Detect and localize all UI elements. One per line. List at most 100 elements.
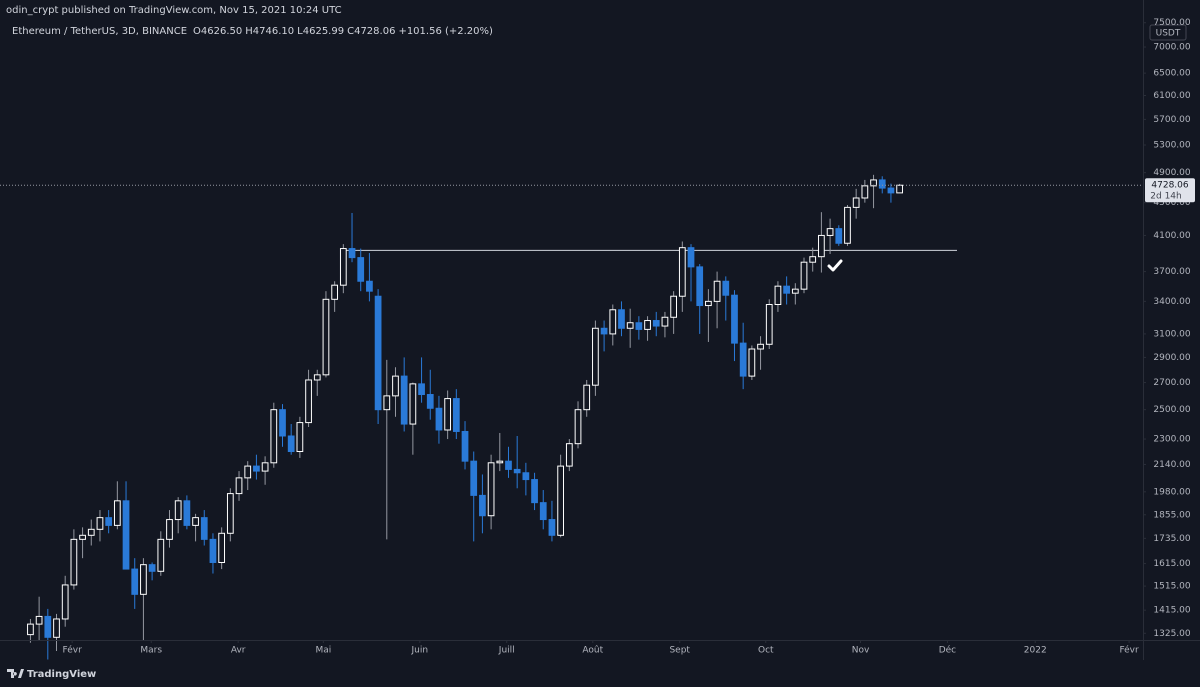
- ohlc-value: 4746.10: [253, 26, 294, 37]
- candle-body: [791, 288, 799, 294]
- candle-body: [105, 517, 113, 526]
- candle-body: [652, 320, 660, 327]
- last-price-box: [1145, 178, 1195, 203]
- candle-body: [887, 187, 895, 194]
- x-tick-label: Sept: [669, 646, 690, 656]
- candle-body: [157, 538, 165, 572]
- candle-body: [87, 528, 95, 536]
- candle-body: [765, 303, 773, 345]
- candle-body: [374, 295, 382, 411]
- candle-body: [739, 342, 747, 377]
- candle-body: [539, 502, 547, 521]
- x-tick-label: Févr: [63, 645, 83, 656]
- candle-body: [678, 247, 686, 297]
- y-tick-label: 1325.00: [1153, 629, 1190, 639]
- y-tick-label: 1980.00: [1153, 487, 1190, 497]
- candle-body: [609, 309, 617, 335]
- candle-body: [878, 179, 886, 189]
- x-tick-label: Déc: [939, 645, 956, 656]
- candle-body: [392, 375, 399, 397]
- candle-body: [261, 462, 269, 472]
- candle-body: [592, 327, 599, 386]
- candle-body: [826, 228, 834, 236]
- x-tick-label: Avr: [231, 646, 246, 656]
- y-tick-label: 7500.00: [1153, 18, 1190, 28]
- x-tick-label: Juin: [411, 646, 429, 656]
- y-tick-label: 3400.00: [1153, 297, 1190, 307]
- candle-body: [313, 374, 321, 381]
- candle-body: [383, 395, 391, 411]
- y-tick-label: 2140.00: [1153, 460, 1190, 470]
- candle-body: [200, 517, 208, 540]
- logo-icon: [7, 669, 24, 678]
- candle-body: [757, 343, 764, 350]
- countdown-label: 2d 14h: [1150, 192, 1181, 202]
- candle-body: [166, 519, 173, 540]
- candle-body: [27, 623, 34, 636]
- y-tick-label: 2700.00: [1153, 378, 1190, 388]
- candle-body: [61, 584, 69, 620]
- logo: TradingView: [7, 669, 96, 680]
- candle-body: [366, 280, 373, 292]
- y-tick-label: 1735.00: [1153, 534, 1190, 544]
- candle-body: [618, 309, 625, 329]
- x-tick-label: Mai: [315, 646, 331, 656]
- candle-body: [244, 465, 252, 479]
- candle-body: [226, 493, 234, 534]
- x-tick-label: Août: [582, 646, 603, 656]
- candle-body: [774, 285, 782, 305]
- candle-body: [409, 383, 417, 425]
- y-tick-label: 3700.00: [1153, 267, 1190, 277]
- candle-body: [287, 435, 295, 453]
- candle-body: [835, 228, 843, 244]
- y-tick-label: 7000.00: [1153, 43, 1190, 53]
- candle-body: [296, 422, 304, 453]
- candle-body: [322, 298, 330, 376]
- candle-body: [70, 538, 78, 586]
- candle-body: [565, 443, 573, 467]
- candle-body: [870, 179, 877, 187]
- ohlc-legend: O 4626.50 H 4746.10 L 4625.99 C 4728.06 +101.56 …: [193, 26, 493, 37]
- candle-body: [235, 477, 243, 495]
- candle-body: [305, 379, 312, 424]
- candle-body: [452, 398, 460, 432]
- candle-body: [896, 184, 903, 194]
- candle-body: [435, 407, 443, 431]
- y-tick-label: 6100.00: [1153, 91, 1190, 101]
- y-tick-label: 1615.00: [1153, 559, 1190, 569]
- candle-body: [705, 300, 712, 307]
- candle-body: [279, 409, 286, 437]
- candle-body: [209, 538, 217, 563]
- footer-bar: [0, 660, 1200, 687]
- candle-body: [331, 284, 339, 300]
- last-price-label: 4728.06: [1151, 181, 1188, 191]
- candle-body: [218, 532, 226, 563]
- x-tick-label: Mars: [140, 646, 162, 656]
- check-mark: [827, 259, 843, 272]
- y-tick-label: 4900.00: [1153, 168, 1190, 178]
- ohlc-key: O: [193, 26, 201, 37]
- candle-body: [852, 197, 860, 208]
- x-tick-label: 2022: [1024, 646, 1047, 656]
- unit-label: USDT: [1156, 29, 1181, 39]
- ohlc-value: 4728.06: [354, 26, 395, 37]
- candle-body: [339, 248, 347, 286]
- y-tick-label: 1415.00: [1153, 606, 1190, 616]
- y-tick-label: 3100.00: [1153, 329, 1190, 339]
- candle-body: [140, 564, 147, 595]
- candle-body: [444, 398, 452, 431]
- candle-body: [635, 322, 643, 330]
- candle-body: [513, 468, 521, 474]
- x-tick-label: Nov: [852, 646, 870, 656]
- candle-body: [505, 460, 512, 470]
- candle-body: [122, 500, 130, 570]
- candle-body: [253, 465, 260, 472]
- ohlc-change: +101.56 (+2.20%): [398, 26, 493, 37]
- candle-body: [696, 266, 704, 307]
- candle-body: [818, 234, 825, 258]
- y-tick-label: 2900.00: [1153, 353, 1190, 363]
- x-tick-label: Févr: [1119, 645, 1139, 656]
- candle-body: [713, 280, 721, 302]
